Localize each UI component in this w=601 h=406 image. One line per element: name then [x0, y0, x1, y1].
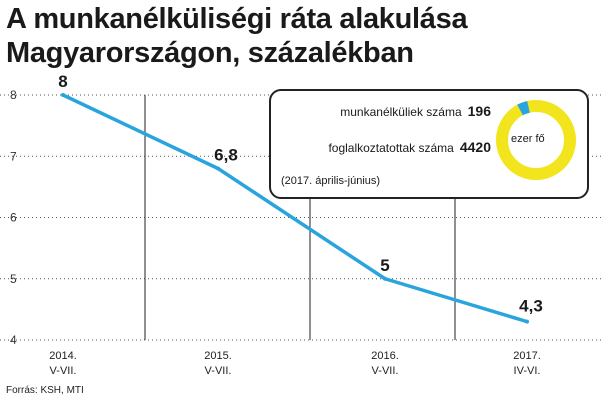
- x-tick-label: 2016.: [371, 350, 399, 362]
- employed-row: foglalkoztatottak száma 4420: [328, 139, 491, 155]
- data-point: [383, 276, 387, 281]
- data-label: 6,8: [214, 146, 238, 165]
- employment-donut: [496, 100, 576, 180]
- data-label: 5: [380, 256, 389, 275]
- y-tick-label: 5: [10, 272, 17, 286]
- data-point: [525, 319, 529, 324]
- data-label: 4,3: [519, 297, 543, 316]
- donut-slice-employed: [496, 100, 576, 180]
- y-tick-label: 6: [10, 211, 17, 225]
- employed-value: 4420: [459, 139, 491, 155]
- x-tick-label: V-VII.: [205, 365, 232, 377]
- y-tick-label: 7: [10, 149, 17, 163]
- x-tick-label: 2015.: [204, 350, 232, 362]
- unemployed-row: munkanélküliek száma 196: [340, 103, 491, 119]
- x-tick-label: 2014.: [49, 350, 77, 362]
- series-line: [61, 93, 529, 324]
- data-point: [61, 93, 65, 97]
- x-tick-label: 2017.: [513, 350, 541, 362]
- x-tick-label: V-VII.: [50, 365, 77, 377]
- employed-label: foglalkoztatottak száma: [328, 141, 454, 155]
- period-note: (2017. április-június): [281, 175, 381, 187]
- y-tick-label: 8: [10, 88, 17, 102]
- x-axis-ticks: 2014. V-VII. 2015. V-VII. 2016. V-VII. 2017. IV…: [49, 350, 541, 377]
- donut-center-label: ezer fő: [511, 133, 545, 145]
- data-labels: 8 6,8 5 4,3: [58, 72, 543, 316]
- employment-info-box: munkanélküliek száma 196 foglalkoztatotta…: [269, 89, 589, 199]
- data-label: 8: [58, 72, 67, 91]
- source-note: Forrás: KSH, MTI: [6, 385, 84, 396]
- y-tick-label: 4: [10, 333, 17, 347]
- chart-title: A munkanélküliségi ráta alakulása Magyar…: [6, 3, 468, 69]
- data-point: [216, 166, 220, 171]
- unemployed-value: 196: [467, 103, 491, 119]
- y-axis-ticks: 8 7 6 5 4: [10, 88, 17, 347]
- series-unemployment-rate: [61, 93, 529, 324]
- x-tick-label: V-VII.: [372, 365, 399, 377]
- x-tick-label: IV-VI.: [514, 365, 541, 377]
- unemployed-label: munkanélküliek száma: [340, 105, 462, 119]
